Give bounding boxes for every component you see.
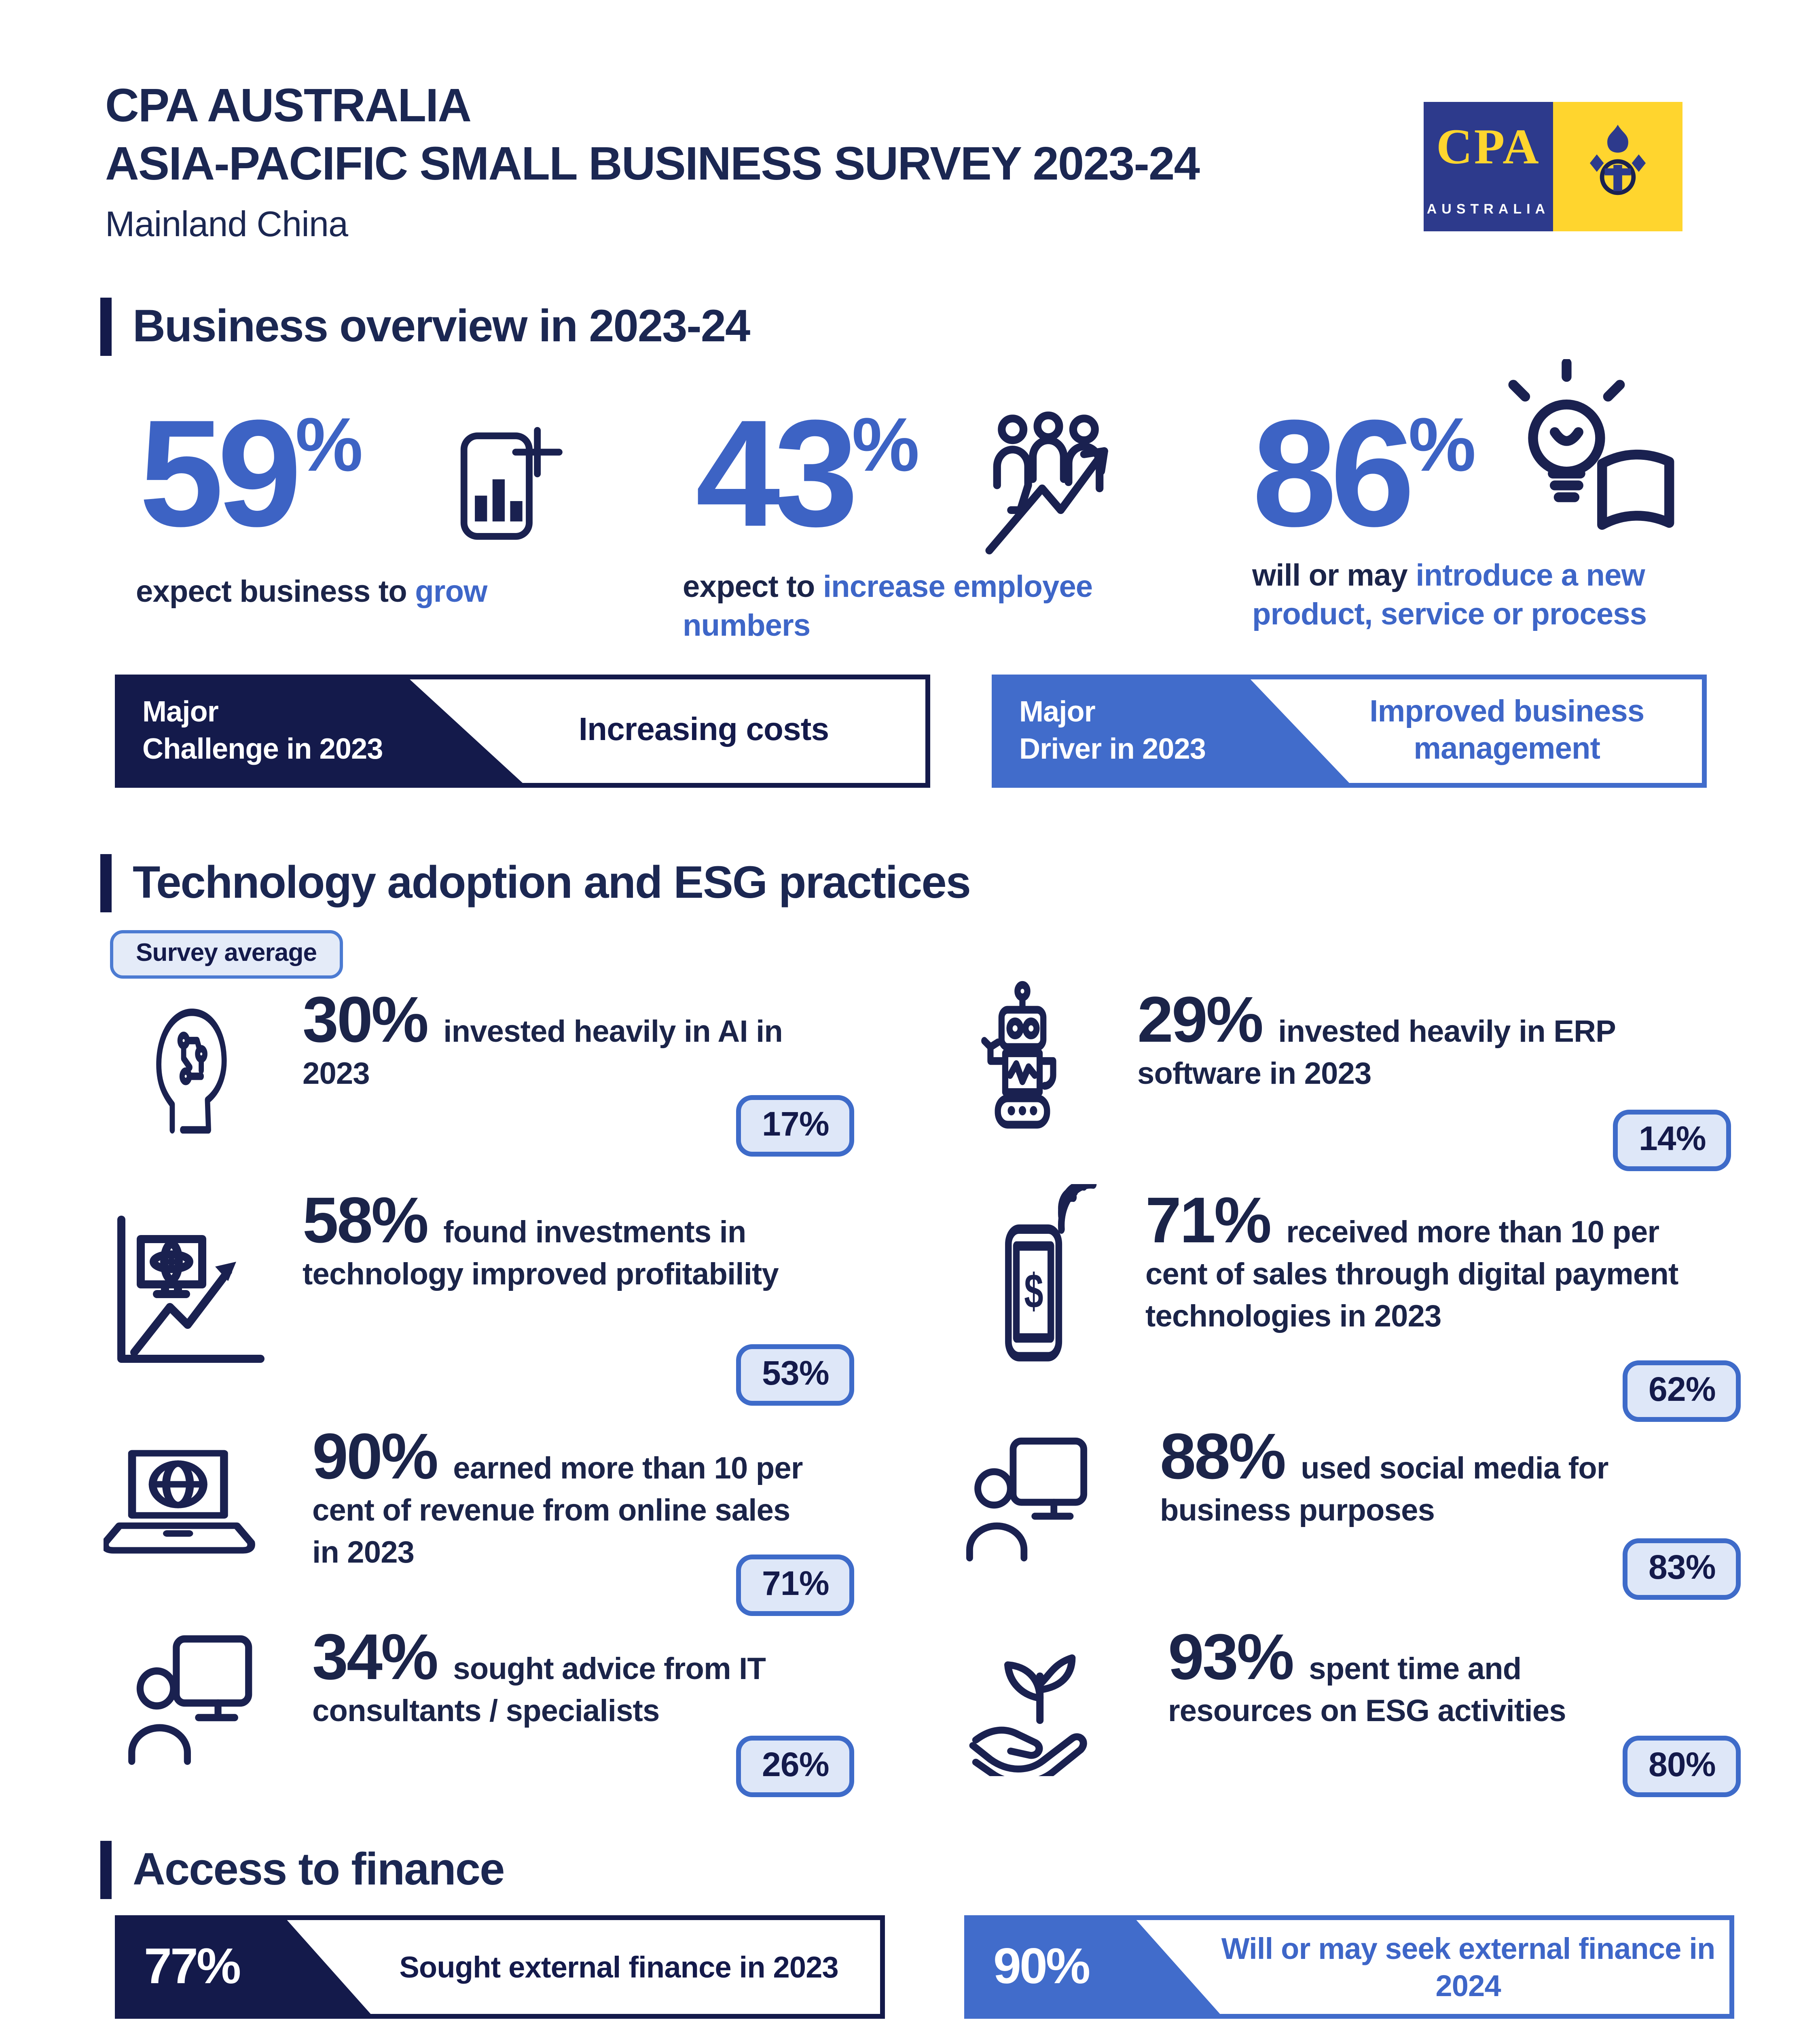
business-overview-heading: Business overview in 2023-24 <box>133 301 750 351</box>
robot-icon <box>961 980 1084 1136</box>
logo-blue-square: CPA AUSTRALIA <box>1424 102 1553 231</box>
section-finance: Access to finance <box>100 1841 505 1899</box>
major-driver-banner: Major Driver in 2023 Improved business m… <box>992 675 1707 788</box>
survey-average-badge: 14% <box>1613 1110 1732 1171</box>
ai-head-icon <box>139 990 243 1139</box>
logo-australia-text: AUSTRALIA <box>1426 201 1550 217</box>
finance-banner-seek-2024: 90% Will or may seek external finance in… <box>964 1915 1734 2019</box>
survey-average-badge: 80% <box>1623 1736 1742 1797</box>
survey-average-badge: 71% <box>736 1555 855 1616</box>
stat-grow-value: 59% <box>139 388 363 558</box>
employees-growth-icon <box>971 408 1126 563</box>
title-line1: CPA AUSTRALIA <box>105 81 472 133</box>
esg-plant-icon <box>964 1637 1110 1776</box>
chart-plus-icon <box>437 414 573 550</box>
finance-text: Will or may seek external finance in 202… <box>1221 1931 1716 2003</box>
heading-bar <box>100 854 112 912</box>
survey-average-badge: 83% <box>1623 1538 1742 1600</box>
survey-average-pill: Survey average <box>110 930 343 979</box>
finance-banner-sought-2023: 77% Sought external finance in 2023 <box>115 1915 885 2019</box>
svg-text:$: $ <box>1024 1264 1043 1319</box>
stat-employees-caption: expect to increase employee numbers <box>683 571 1093 644</box>
tech-item-esg: 93% spent time and resources on ESG activ… <box>1168 1622 1566 1729</box>
cpa-crest-icon <box>1574 116 1661 217</box>
major-challenge-banner: Major Challenge in 2023 Increasing costs <box>115 675 930 788</box>
stat-newproduct-value: 86% <box>1252 388 1476 558</box>
tech-item-profitability: 58% found investments in technology impro… <box>303 1186 779 1292</box>
tech-item-social-media: 88% used social media for business purpos… <box>1160 1422 1608 1529</box>
cpa-australia-logo: CPA AUSTRALIA <box>1424 102 1682 231</box>
it-consultant-icon <box>126 1627 265 1773</box>
digital-payment-icon: $ <box>974 1184 1107 1372</box>
stat-employees-value: 43% <box>696 388 919 558</box>
technology-heading: Technology adoption and ESG practices <box>133 857 971 907</box>
logo-yellow-square <box>1553 102 1682 231</box>
major-driver-label: Major Driver in 2023 <box>1019 696 1206 765</box>
stat-newproduct-caption: will or may introduce a new product, ser… <box>1252 560 1647 632</box>
survey-average-badge: 62% <box>1623 1360 1742 1422</box>
major-driver-value: Improved business management <box>1369 696 1644 767</box>
finance-value: 77% <box>144 1938 241 1995</box>
heading-bar <box>100 1841 112 1899</box>
tech-profit-icon <box>107 1210 272 1372</box>
tech-item-online-sales: 90% earned more than 10 per cent of reven… <box>312 1422 803 1571</box>
finance-heading: Access to finance <box>133 1844 505 1894</box>
subtitle-region: Mainland China <box>105 204 348 244</box>
social-media-icon <box>964 1430 1100 1569</box>
heading-bar <box>100 298 112 356</box>
section-business-overview: Business overview in 2023-24 <box>100 298 750 356</box>
idea-book-icon <box>1492 359 1689 556</box>
major-challenge-value: Increasing costs <box>578 713 829 748</box>
finance-text: Sought external finance in 2023 <box>399 1950 838 1984</box>
tech-item-ai: 30% invested heavily in AI in 2023 <box>303 985 783 1092</box>
online-sales-icon <box>104 1443 262 1572</box>
survey-average-badge: 17% <box>736 1095 855 1157</box>
logo-cpa-text: CPA <box>1436 118 1541 175</box>
survey-average-badge: 26% <box>736 1736 855 1797</box>
tech-item-it-consultants: 34% sought advice from IT consultants / s… <box>312 1622 766 1729</box>
tech-item-digital-payments: 71% received more than 10 per cent of sal… <box>1145 1186 1678 1335</box>
section-technology: Technology adoption and ESG practices <box>100 854 971 912</box>
title-line2: ASIA-PACIFIC SMALL BUSINESS SURVEY 2023-… <box>105 139 1200 191</box>
major-challenge-label: Major Challenge in 2023 <box>142 696 383 765</box>
finance-value: 90% <box>993 1938 1090 1995</box>
tech-item-erp: 29% invested heavily in ERP software in 2… <box>1137 985 1616 1092</box>
survey-average-badge: 53% <box>736 1344 855 1406</box>
stat-grow-caption: expect business to grow <box>136 576 487 610</box>
page-title: CPA AUSTRALIA ASIA-PACIFIC SMALL BUSINES… <box>105 78 1200 246</box>
